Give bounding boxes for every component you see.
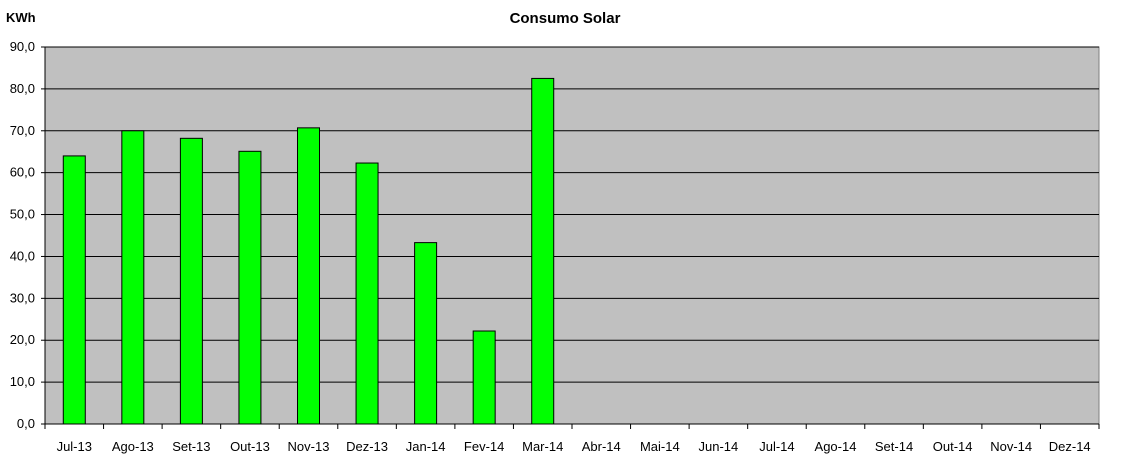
x-tick-label: Dez-13: [346, 439, 388, 454]
bar-dez-13: [355, 162, 379, 425]
x-tick-label: Abr-14: [582, 439, 621, 454]
y-tick-label: 20,0: [10, 332, 35, 347]
y-tick-label: 90,0: [10, 39, 35, 54]
gridlines: [45, 46, 1099, 383]
x-tick-label: Mai-14: [640, 439, 680, 454]
plot-area: [44, 46, 1100, 425]
y-axis-ticks: 0,0 10,0 20,0 30,0 40,0 50,0 60,0 70,0 80,0 90,0: [10, 39, 45, 431]
x-tick-label: Set-14: [875, 439, 913, 454]
x-axis-ticks: Jul-13 Ago-13 Set-13 Out-13 Nov-13 Dez-13 Jan-…: [44, 424, 1100, 454]
x-tick-label: Jul-13: [57, 439, 92, 454]
x-tick-label: Ago-14: [815, 439, 857, 454]
x-tick-label: Nov-14: [990, 439, 1032, 454]
x-tick-label: Fev-14: [464, 439, 504, 454]
chart-title: Consumo Solar: [510, 10, 621, 27]
y-tick-label: 40,0: [10, 248, 35, 263]
y-tick-label: 30,0: [10, 290, 35, 305]
bar-set-13: [179, 137, 203, 425]
bar-out-13: [238, 150, 262, 425]
x-tick-label: Jul-14: [759, 439, 794, 454]
y-axis-unit-label: KWh: [6, 10, 36, 25]
x-tick-label: Set-13: [172, 439, 210, 454]
y-tick-label: 50,0: [10, 207, 35, 222]
x-tick-label: Out-13: [230, 439, 270, 454]
bar-ago-13: [121, 130, 145, 425]
x-tick-label: Jun-14: [699, 439, 739, 454]
bar-jul-13: [62, 155, 86, 425]
y-tick-label: 0,0: [17, 416, 35, 431]
x-tick-label: Out-14: [933, 439, 973, 454]
x-tick-label: Mar-14: [522, 439, 563, 454]
bar-mar-14: [531, 77, 555, 425]
y-tick-label: 80,0: [10, 81, 35, 96]
bar-fev-14: [472, 330, 496, 425]
x-tick-label: Ago-13: [112, 439, 154, 454]
y-tick-label: 70,0: [10, 123, 35, 138]
y-tick-label: 10,0: [10, 374, 35, 389]
x-tick-label: Nov-13: [288, 439, 330, 454]
bar-nov-13: [297, 127, 320, 425]
x-tick-label: Dez-14: [1049, 439, 1091, 454]
bar-jan-14: [414, 242, 438, 425]
y-tick-label: 60,0: [10, 165, 35, 180]
x-tick-label: Jan-14: [406, 439, 446, 454]
bars: [62, 77, 555, 425]
